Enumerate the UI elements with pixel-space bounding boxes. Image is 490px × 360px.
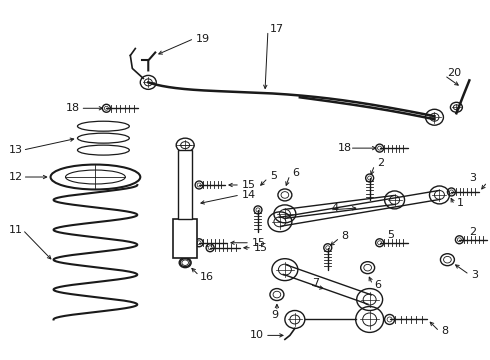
Text: 2: 2 (377, 158, 384, 168)
Text: 15: 15 (252, 238, 266, 248)
Text: 18: 18 (66, 103, 80, 113)
Text: 7: 7 (312, 278, 319, 288)
Text: 10: 10 (250, 330, 264, 341)
Text: 16: 16 (200, 272, 214, 282)
Text: 1: 1 (456, 198, 464, 208)
Text: 4: 4 (332, 203, 339, 213)
Text: 5: 5 (270, 171, 277, 181)
Text: 2: 2 (469, 227, 476, 237)
Text: 13: 13 (9, 145, 23, 155)
Text: 20: 20 (447, 68, 462, 78)
FancyBboxPatch shape (173, 219, 197, 258)
Text: 12: 12 (9, 172, 23, 182)
Text: 8: 8 (441, 327, 448, 336)
Text: 6: 6 (292, 168, 299, 178)
Text: 14: 14 (242, 190, 256, 200)
Text: 15: 15 (242, 180, 256, 190)
Text: 6: 6 (375, 280, 382, 289)
Text: 8: 8 (342, 231, 349, 241)
FancyBboxPatch shape (178, 150, 193, 219)
Text: 19: 19 (196, 33, 210, 44)
Text: 3: 3 (469, 173, 476, 183)
Text: 9: 9 (271, 310, 278, 320)
Text: 18: 18 (338, 143, 352, 153)
Text: 17: 17 (270, 24, 284, 33)
Text: 5: 5 (388, 230, 394, 240)
Text: 3: 3 (471, 270, 478, 280)
Text: 11: 11 (9, 225, 23, 235)
Text: 15: 15 (254, 243, 268, 253)
